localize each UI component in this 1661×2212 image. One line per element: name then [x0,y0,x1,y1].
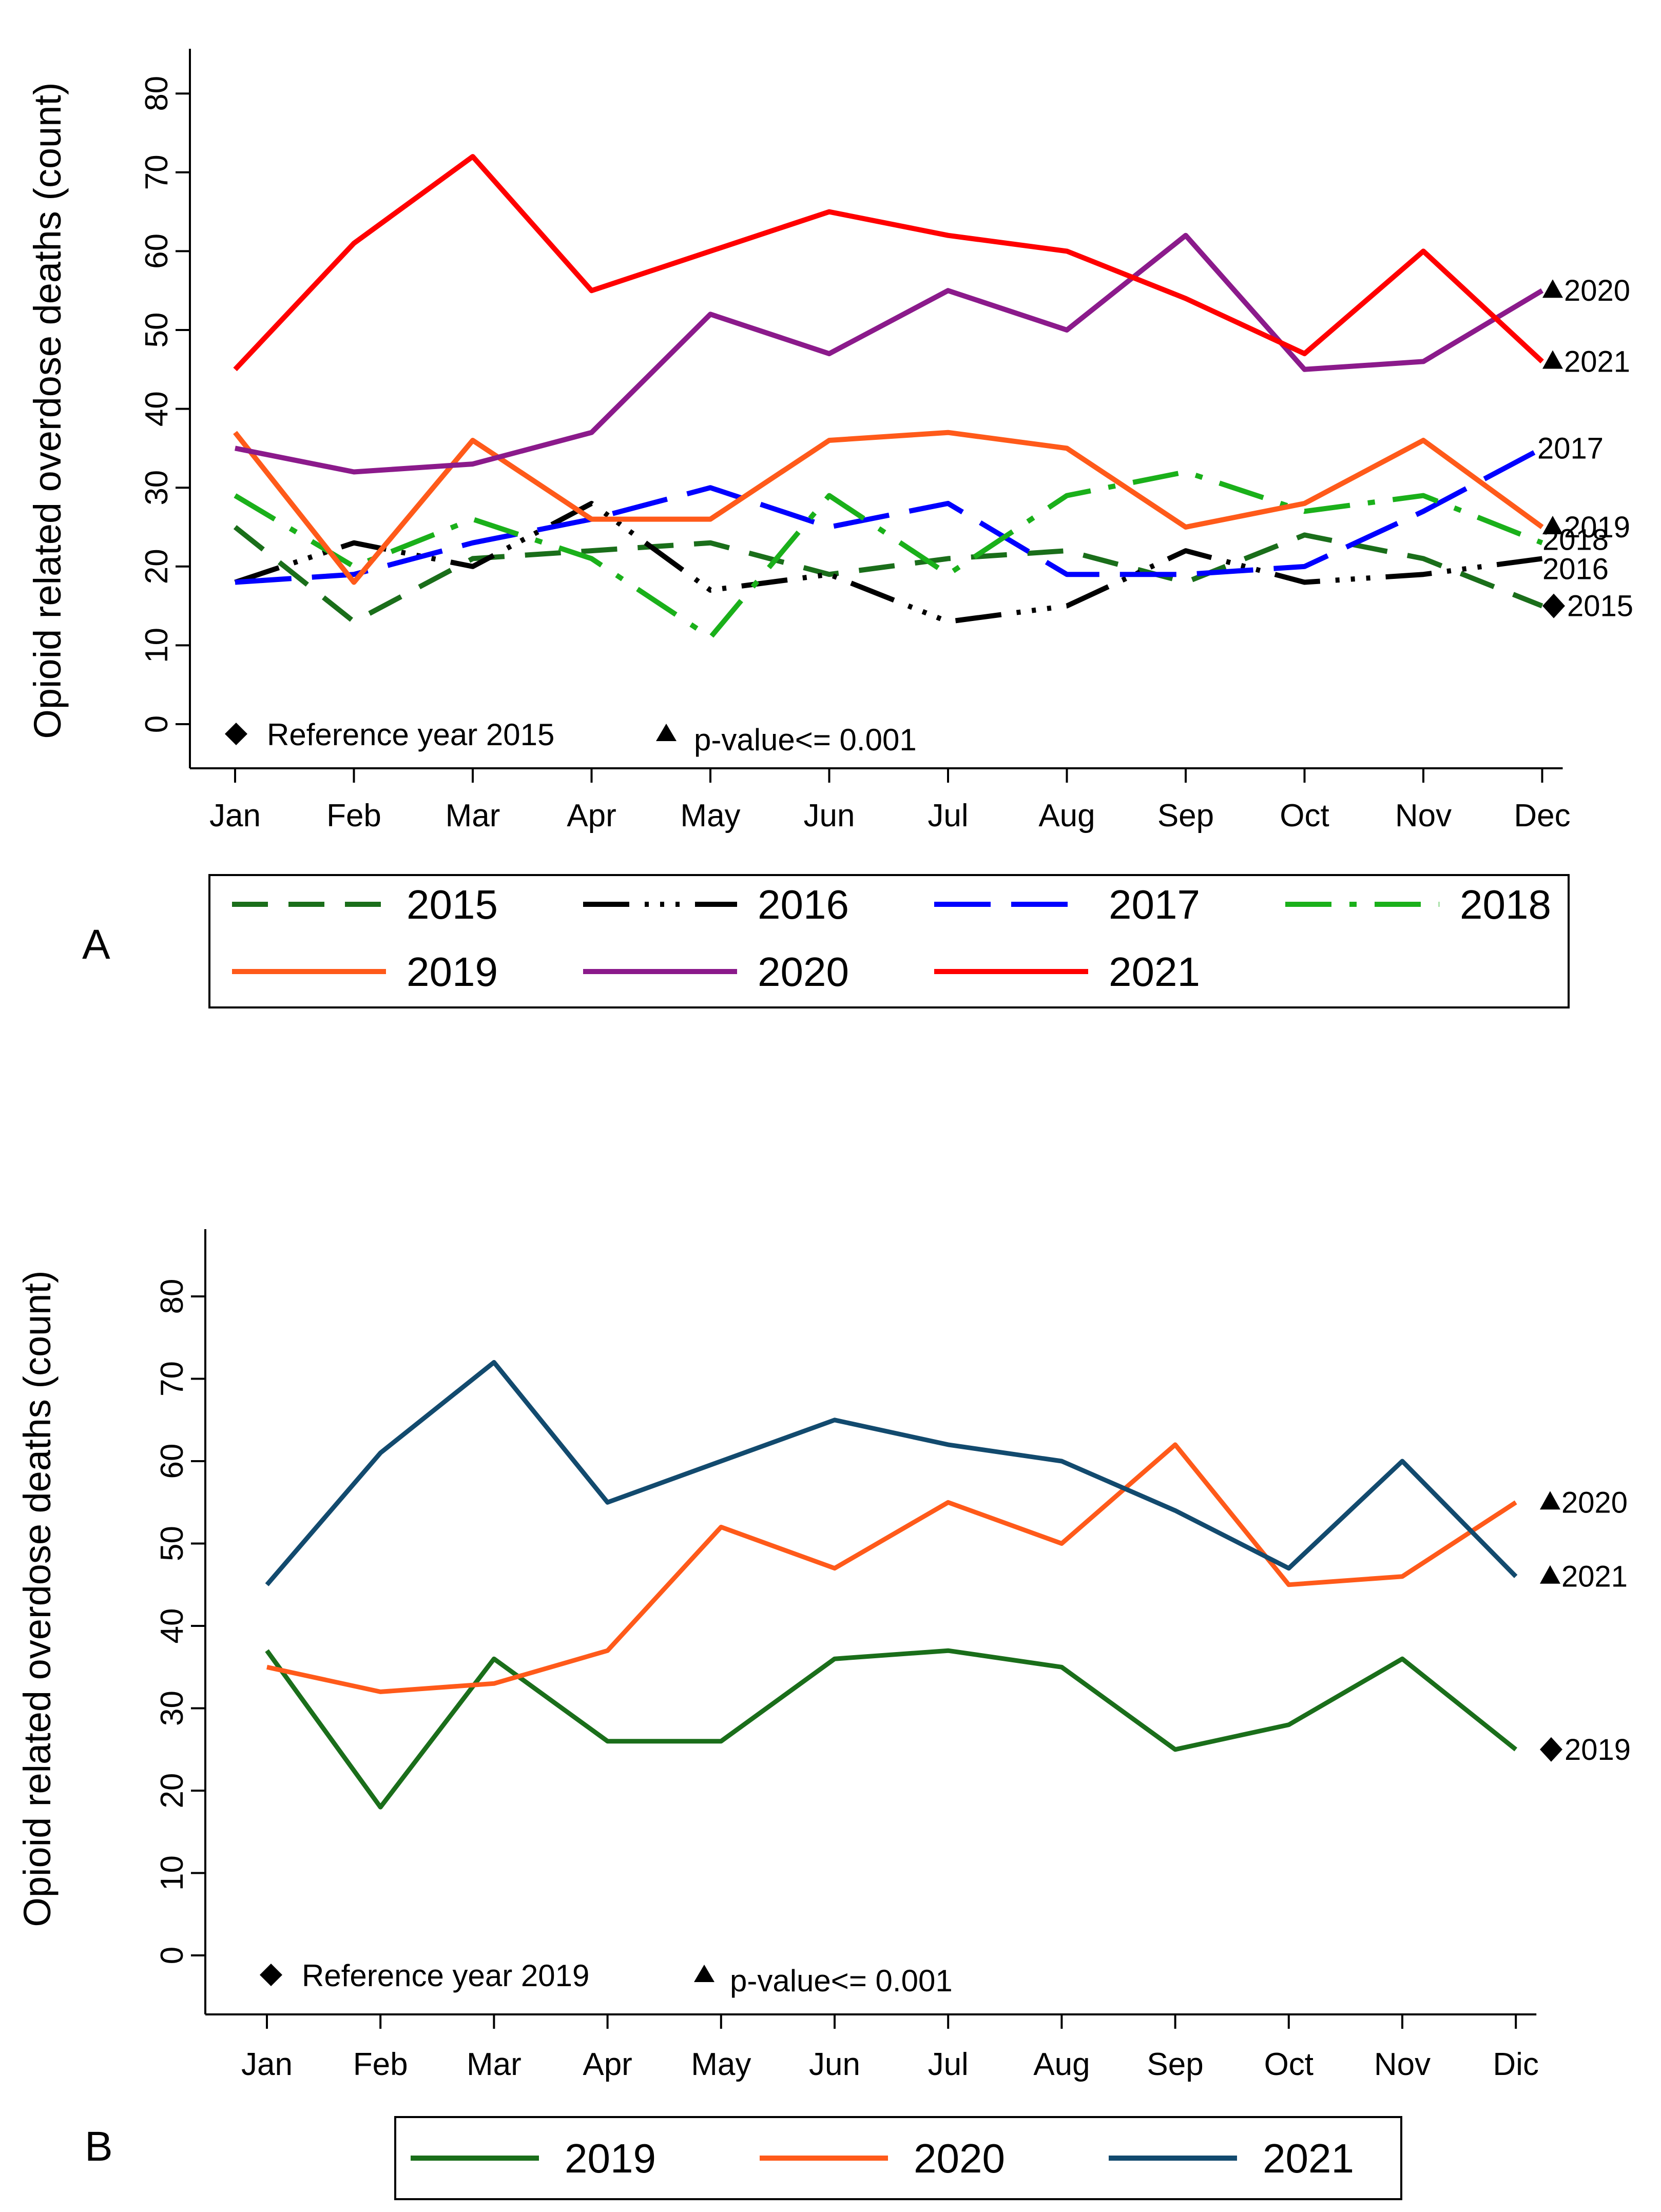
chart-panel-a: 0 10 20 30 40 50 60 70 80 Jan Feb Mar Apr May Jun Jul Au… [26,49,1633,1008]
series-line-2021 [233,154,1544,372]
triangle-marker [1540,1491,1560,1510]
x-tick-label: Oct [1280,798,1329,833]
legend-box [394,2116,1402,2200]
triangle-marker [1542,350,1563,369]
legend-label-2021: 2021 [1263,2136,1354,2181]
x-tick-label: Jun [804,798,855,833]
reference-year-note: Reference year 2019 [302,1958,589,1993]
series-line-2018 [234,469,1543,640]
pvalue-triangle-icon [694,1965,714,1982]
x-tick-label: Dic [1493,2047,1539,2082]
x-tick-label: Oct [1264,2047,1314,2082]
x-tick-label: May [691,2047,751,2082]
series-line-2017 [235,445,1543,585]
reference-year-note: Reference year 2015 [267,717,554,752]
x-tick-label: Nov [1395,798,1452,833]
legend-label-2019: 2019 [407,949,498,995]
triangle-marker [1540,1565,1560,1584]
end-label-2020: 2020 [1561,1486,1628,1519]
end-label-2018: 2018 [1542,523,1609,557]
x-tick-label: Jan [241,2047,293,2082]
end-label-2019: 2019 [1564,511,1630,544]
x-tick-label: Apr [583,2047,632,2082]
pvalue-note: p-value<= 0.001 [694,723,917,757]
y-tick-label: 60 [139,234,175,269]
reference-diamond-icon [260,1964,282,1986]
end-label-2015: 2015 [1567,590,1633,623]
y-tick-label: 60 [154,1444,190,1479]
y-tick-label: 40 [139,391,175,426]
end-label-2021: 2021 [1561,1560,1628,1594]
x-tick-label: May [680,798,740,833]
legend-box [208,874,1570,1008]
y-tick-label: 20 [139,549,175,584]
x-tick-label: Aug [1033,2047,1090,2082]
x-tick-label: Mar [467,2047,522,2082]
series-line-2016 [234,500,1543,625]
y-tick-label: 0 [154,1947,190,1964]
legend-label-2018: 2018 [1460,882,1551,927]
y-axis-title: Opioid related overdose deaths (count) [26,82,69,739]
y-tick-label: 70 [154,1361,190,1396]
panel-letter: B [85,2123,113,2170]
legend: 2019 2020 2021 [394,2116,1402,2200]
x-tick-label: Feb [326,798,381,833]
reference-diamond-icon [225,723,247,745]
series-line-2021 [265,1360,1518,1586]
x-tick-label: Jul [928,798,968,833]
x-tick-label: Jul [928,2047,969,2082]
end-label-2021: 2021 [1564,345,1630,378]
y-tick-label: 70 [139,154,175,190]
x-tick-label: Sep [1147,2047,1203,2082]
legend-label-2020: 2020 [758,949,849,995]
x-tick-label: Feb [353,2047,408,2082]
y-tick-label: 30 [139,470,175,506]
y-tick-label: 50 [139,313,175,348]
y-tick-label: 50 [154,1526,190,1561]
y-tick-label: 80 [154,1279,190,1314]
y-tick-label: 30 [154,1691,190,1726]
legend: 2015 2016 2017 2018 2019 2020 2021 [208,874,1570,1008]
series-line-2020 [266,1442,1517,1694]
end-label-2016: 2016 [1542,552,1609,586]
x-tick-label: Apr [567,798,616,833]
panel-letter: A [82,921,110,968]
series-line-2020 [235,232,1544,475]
series-line-2019 [265,1648,1518,1810]
y-tick-label: 80 [139,76,175,111]
legend-label-2016: 2016 [758,882,849,927]
y-tick-label: 10 [154,1855,190,1891]
end-label-2020: 2020 [1564,274,1630,307]
x-tick-label: Jan [209,798,261,833]
end-label-2017: 2017 [1537,432,1604,465]
x-tick-label: Dec [1514,798,1570,833]
y-tick-label: 20 [154,1773,190,1809]
y-tick-label: 40 [154,1608,190,1644]
chart-panel-b: 0 10 20 30 40 50 60 70 80 Jan Feb Mar Apr May Jun Jul Au… [16,1229,1631,2200]
end-label-2019: 2019 [1565,1733,1631,1767]
y-tick-label: 10 [139,628,175,663]
x-tick-label: Nov [1374,2047,1431,2082]
x-tick-label: Sep [1157,798,1214,833]
diamond-marker [1542,593,1565,618]
x-tick-label: Aug [1038,798,1095,833]
y-axis-title: Opioid related overdose deaths (count) [16,1270,59,1927]
legend-label-2020: 2020 [914,2136,1005,2181]
pvalue-triangle-icon [656,724,677,741]
triangle-marker [1542,279,1563,298]
legend-label-2015: 2015 [407,882,498,927]
legend-label-2021: 2021 [1109,949,1200,995]
pvalue-note: p-value<= 0.001 [730,1964,953,1998]
legend-label-2019: 2019 [565,2136,656,2181]
diamond-marker [1540,1737,1562,1762]
x-tick-label: Jun [809,2047,860,2082]
y-tick-label: 0 [139,715,175,733]
x-tick-label: Mar [446,798,500,833]
legend-label-2017: 2017 [1109,882,1200,927]
triangle-marker [1542,516,1563,534]
series-line-2015 [233,525,1543,625]
